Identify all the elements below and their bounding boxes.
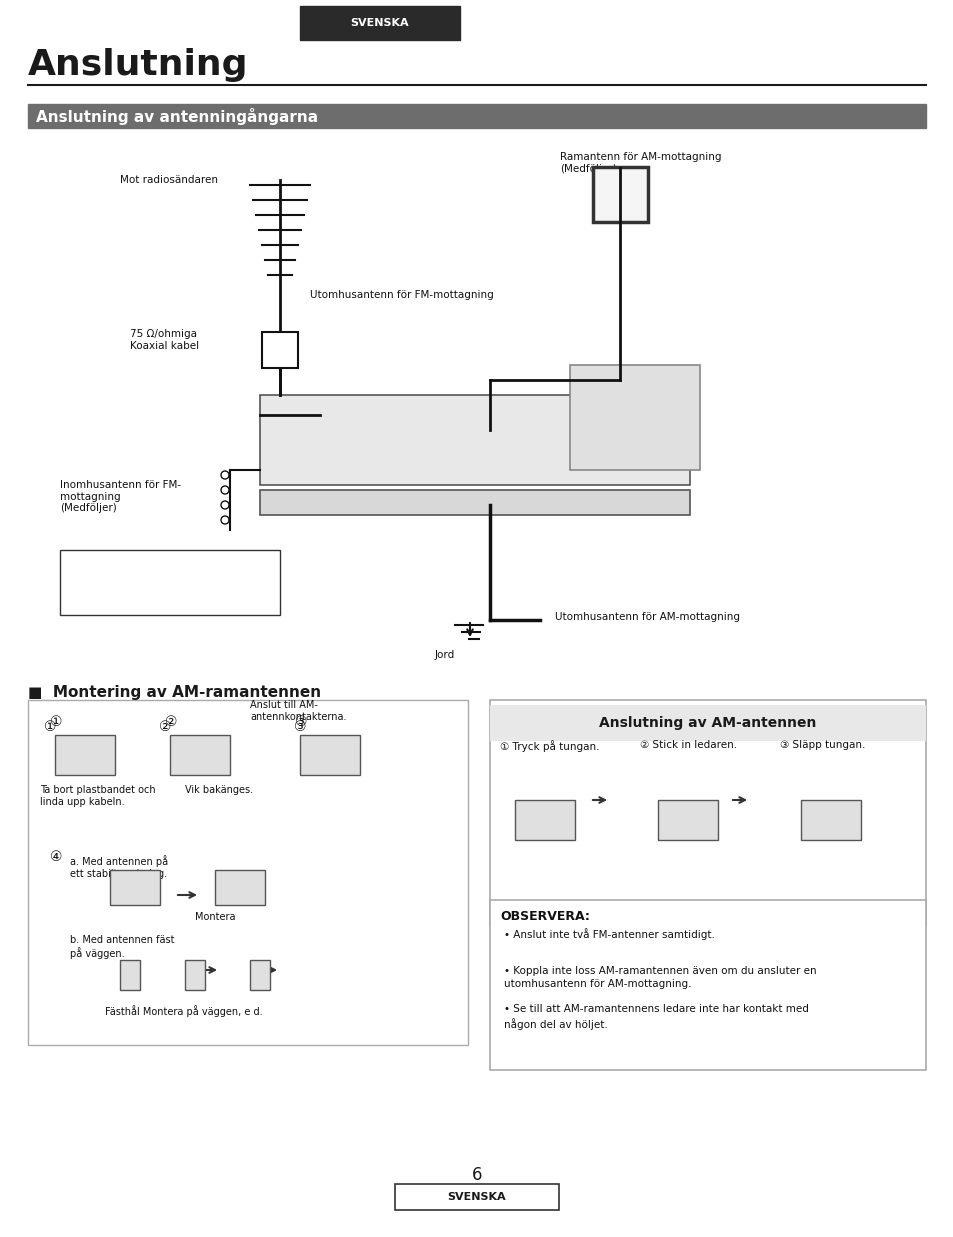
Text: Utomhusantenn för AM-mottagning: Utomhusantenn för AM-mottagning xyxy=(555,612,740,622)
Text: Ramantenn för AM-mottagning
(Medföljer): Ramantenn för AM-mottagning (Medföljer) xyxy=(559,152,720,173)
Bar xyxy=(515,800,575,840)
Bar xyxy=(214,870,265,905)
Text: Anslut till AM-
antennkontakterna.: Anslut till AM- antennkontakterna. xyxy=(250,700,346,721)
Text: Fästhål Montera på väggen, e d.: Fästhål Montera på väggen, e d. xyxy=(105,1004,262,1017)
Bar xyxy=(490,901,925,1070)
Text: ■  Montering av AM-ramantennen: ■ Montering av AM-ramantennen xyxy=(28,685,321,700)
Bar xyxy=(395,1184,558,1210)
Text: OBSERVERA:: OBSERVERA: xyxy=(499,910,589,923)
Bar xyxy=(120,960,140,990)
Text: SVENSKA: SVENSKA xyxy=(447,1192,506,1202)
Text: Vik bakänges.: Vik bakänges. xyxy=(185,785,253,795)
FancyBboxPatch shape xyxy=(28,700,468,1045)
Text: • Se till att AM-ramantennens ledare inte har kontakt med
någon del av höljet.: • Se till att AM-ramantennens ledare int… xyxy=(503,1004,808,1030)
Text: Jord: Jord xyxy=(435,649,455,661)
Bar xyxy=(55,735,115,776)
Text: Anslutning av antenningångarna: Anslutning av antenningångarna xyxy=(36,108,317,125)
Bar xyxy=(60,550,280,615)
Text: ①: ① xyxy=(50,715,63,729)
Bar xyxy=(110,870,160,905)
Text: Ta bort plastbandet och
linda upp kabeln.: Ta bort plastbandet och linda upp kabeln… xyxy=(40,785,155,807)
Text: ①: ① xyxy=(44,720,56,734)
Text: Använd tejp eller ett stift för
att fästa antennens ände på
väggen, en ställning: Använd tejp eller ett stift för att fäst… xyxy=(66,558,201,591)
Text: Mot radiosändaren: Mot radiosändaren xyxy=(120,174,218,186)
Text: ③ Släpp tungan.: ③ Släpp tungan. xyxy=(780,740,864,750)
Bar xyxy=(260,395,689,485)
Bar xyxy=(185,960,205,990)
Bar xyxy=(658,800,718,840)
Text: ① Tryck på tungan.: ① Tryck på tungan. xyxy=(499,740,598,752)
Text: Utomhusantenn för FM-mottagning: Utomhusantenn för FM-mottagning xyxy=(310,289,494,301)
Text: 75 Ω/ohmiga
Koaxial kabel: 75 Ω/ohmiga Koaxial kabel xyxy=(130,329,199,351)
Text: ② Stick in ledaren.: ② Stick in ledaren. xyxy=(639,740,737,750)
Bar xyxy=(490,705,925,741)
Text: ③: ③ xyxy=(294,715,307,729)
Bar xyxy=(801,800,861,840)
Bar xyxy=(170,735,230,776)
Text: • Koppla inte loss AM-ramantennen även om du ansluter en
utomhusantenn för AM-mo: • Koppla inte loss AM-ramantennen även o… xyxy=(503,966,816,990)
Bar xyxy=(569,365,700,470)
Text: b. Med antennen fäst
på väggen.: b. Med antennen fäst på väggen. xyxy=(70,935,174,959)
Text: Inomhusantenn för FM-
mottagning
(Medföljer): Inomhusantenn för FM- mottagning (Medföl… xyxy=(60,480,181,513)
Bar xyxy=(299,735,359,776)
Bar xyxy=(299,6,459,40)
Bar xyxy=(490,700,925,925)
Bar xyxy=(28,104,925,127)
Text: Montera: Montera xyxy=(194,912,235,922)
Text: ②: ② xyxy=(165,715,177,729)
Text: SVENSKA: SVENSKA xyxy=(351,19,409,28)
Text: Anslutning av AM-antennen: Anslutning av AM-antennen xyxy=(598,716,816,730)
Text: ③: ③ xyxy=(294,720,306,734)
Text: • Anslut inte två FM-antenner samtidigt.: • Anslut inte två FM-antenner samtidigt. xyxy=(503,928,714,940)
Text: ④: ④ xyxy=(50,850,63,863)
Bar xyxy=(250,960,270,990)
Bar xyxy=(593,167,647,221)
Text: ②: ② xyxy=(158,720,172,734)
Bar xyxy=(260,490,689,515)
Text: Anslutning: Anslutning xyxy=(28,48,248,82)
Bar xyxy=(262,332,297,367)
Text: a. Med antennen på
ett stabilt underlag.: a. Med antennen på ett stabilt underlag. xyxy=(70,855,168,878)
Text: 6: 6 xyxy=(471,1166,482,1184)
